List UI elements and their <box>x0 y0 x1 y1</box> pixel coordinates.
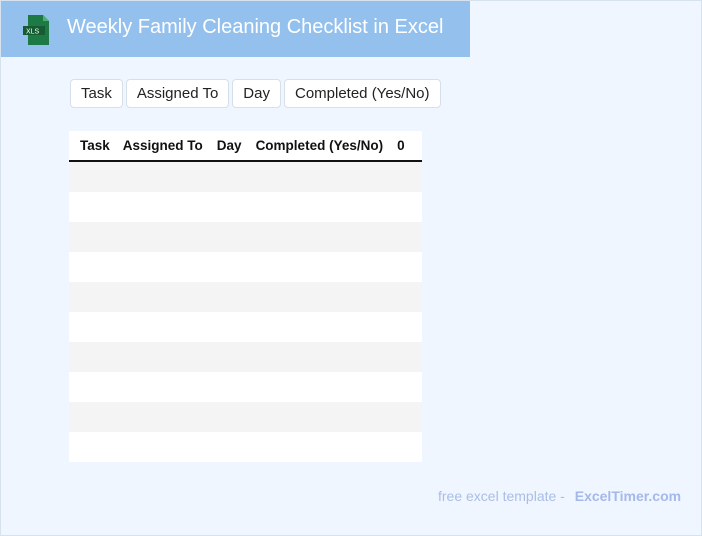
page-title: Weekly Family Cleaning Checklist in Exce… <box>67 16 444 38</box>
column-header-completed: Completed (Yes/No) <box>255 138 384 153</box>
checklist-table: Task Assigned To Day Completed (Yes/No) … <box>69 131 422 462</box>
table-row <box>69 312 422 342</box>
table-row <box>69 282 422 312</box>
footer: free excel template - ExcelTimer.com <box>438 488 681 504</box>
table-header: Task Assigned To Day Completed (Yes/No) … <box>69 131 422 162</box>
table-body <box>69 162 422 462</box>
table-row <box>69 222 422 252</box>
chip-completed[interactable]: Completed (Yes/No) <box>283 79 441 108</box>
chip-task[interactable]: Task <box>70 79 123 108</box>
table-row <box>69 402 422 432</box>
column-header-task: Task <box>80 138 110 153</box>
table-row <box>69 162 422 192</box>
table-row <box>69 372 422 402</box>
svg-text:XLS: XLS <box>26 29 40 36</box>
column-header-day: Day <box>216 138 242 153</box>
column-header-assigned-to: Assigned To <box>122 138 203 153</box>
footer-text: free excel template - <box>438 488 565 504</box>
column-header-extra: 0 <box>397 138 405 153</box>
chip-day[interactable]: Day <box>232 79 281 108</box>
table-row <box>69 342 422 372</box>
title-bar: XLS Weekly Family Cleaning Checklist in … <box>1 1 470 57</box>
chip-assigned-to[interactable]: Assigned To <box>125 79 230 108</box>
column-chips: Task Assigned To Day Completed (Yes/No) <box>70 79 441 108</box>
table-row <box>69 192 422 222</box>
xls-file-icon: XLS <box>23 15 49 45</box>
table-row <box>69 252 422 282</box>
table-row <box>69 432 422 462</box>
footer-brand-link[interactable]: ExcelTimer.com <box>574 488 682 504</box>
